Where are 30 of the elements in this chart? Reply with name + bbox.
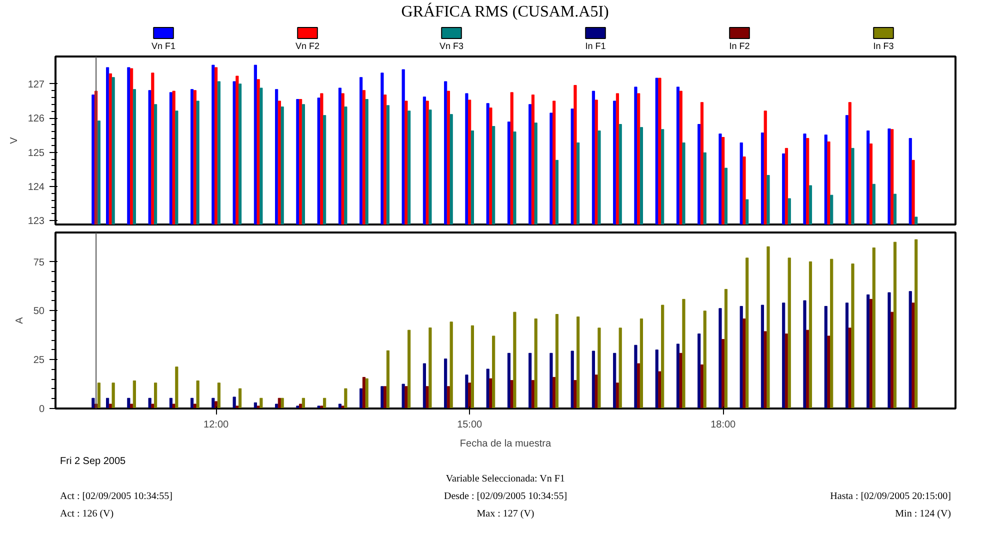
text: Variable Seleccionada: Vn F1 [446,473,565,484]
text: Hasta : [02/09/2005 20:15:00] [830,490,952,502]
text: Max : 127 (V) [476,508,534,520]
y-tick-label: 127 [28,79,45,90]
x-tick-label: 12:00 [204,420,230,430]
y-tick-label: 25 [33,355,45,366]
y-tick-label: 75 [33,257,45,268]
y-tick-label: 123 [28,216,45,228]
text: Desde : [02/09/2005 10:34:55] [444,490,568,502]
text: Min : 124 (V) [895,508,952,520]
y-tick-label: 50 [33,306,45,318]
y-tick-label: 0 [38,404,45,415]
y-tick-label: 126 [28,114,45,125]
y-axis-title: A [14,316,26,324]
y-tick-label: 124 [28,182,45,194]
legend-label: In F3 [873,41,894,51]
y-tick-label: 125 [28,148,45,159]
legend-label: Vn F3 [439,41,464,51]
legend-label: In F2 [729,41,750,51]
x-tick-label: 18:00 [710,420,736,430]
text: Act : 126 (V) [60,508,114,520]
legend-label: Vn F2 [295,41,320,51]
chart-title: GRÁFICA RMS (CUSAM.A5I) [401,2,609,21]
legend-label: Vn F1 [151,41,176,51]
legend-label: In F1 [585,41,606,51]
x-axis-title: Fecha de la muestra [460,438,552,450]
text: Act : [02/09/2005 10:34:55] [60,490,172,502]
text: Fri 2 Sep 2005 [60,456,126,467]
x-tick-label: 15:00 [457,420,483,430]
y-axis-title: V [8,136,20,144]
